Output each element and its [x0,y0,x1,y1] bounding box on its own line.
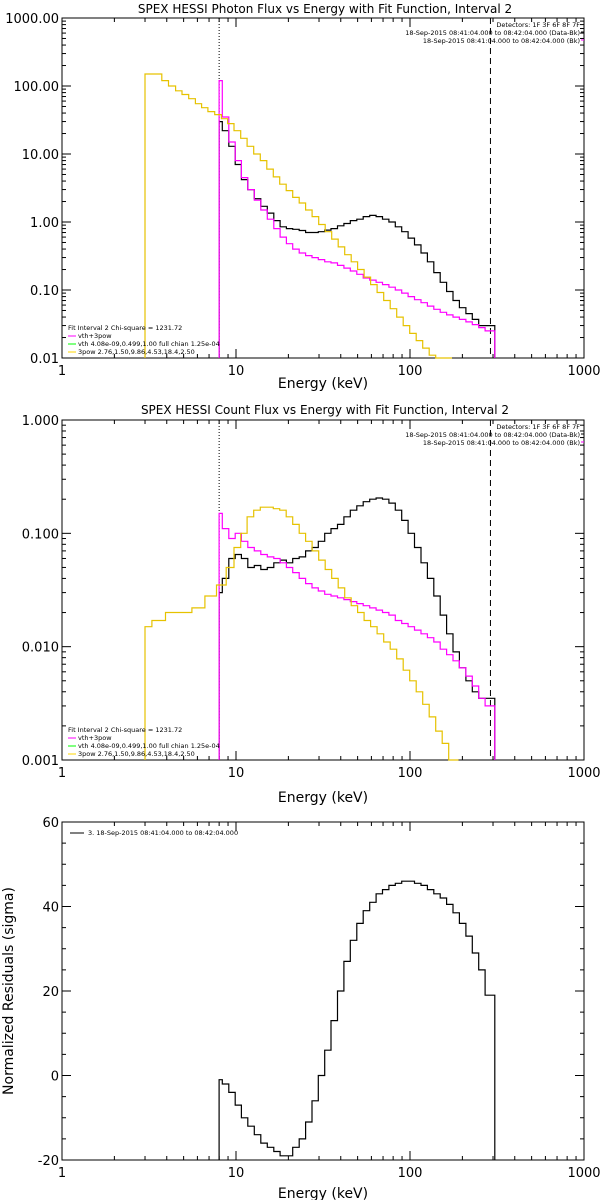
x-tick-label: 1000 [567,364,600,379]
y-tick-label: 0.10 [30,284,59,299]
photon-flux-panel: SPEX HESSI Photon Flux vs Energy with Fi… [5,2,600,392]
info-text-line: 18-Sep-2015 08:41:04.000 to 08:42:04.000… [423,37,580,45]
chart-title: SPEX HESSI Count Flux vs Energy with Fit… [141,403,509,417]
y-tick-label: 60 [42,816,59,831]
y-tick-label: -20 [38,1154,59,1169]
x-tick-label: 1 [58,1166,66,1181]
info-text-line: 18-Sep-2015 08:41:04.000 to 08:42:04.000… [405,431,580,439]
series-line-2 [218,512,496,760]
fit-entry: vth+3pow [78,332,112,340]
fit-entry: 3pow 2.76,1.50,9.86,4.53,18.4,2.50 [78,348,195,356]
info-text-line: 18-Sep-2015 08:41:04.000 to 08:42:04.000… [405,29,580,37]
y-tick-label: 1.00 [30,216,59,231]
plot-frame [61,17,585,359]
y-tick-label: 0.100 [22,527,59,542]
y-tick-label: 20 [42,985,59,1000]
x-tick-label: 10 [228,766,245,781]
x-tick-label: 100 [398,766,423,781]
axis-ticks: 1 10 100 1000 0.01 0.10 1.00 10.00 100.00 1000.00 [5,12,600,379]
reference-lines [218,18,491,358]
fit-legend: Fit Interval 2 Chi-square = 1231.72vth+3… [68,324,220,356]
x-tick-label: 10 [228,1166,245,1181]
y-tick-label: 10.00 [22,148,59,163]
fit-entry: vth 4.08e-09,0.499,1.00 full chian 1.25e… [78,340,220,348]
reference-lines [218,420,491,760]
info-text-line: 18-Sep-2015 08:41:04.000 to 08:42:04.000… [423,439,580,447]
info-text-line: Detectors: 1F 3F 6F 8F 7F [496,21,580,29]
y-tick-label: 0.010 [22,641,59,656]
x-tick-label: 100 [398,1166,423,1181]
series-line-1 [218,497,496,760]
x-tick-label: 1000 [567,1166,600,1181]
series-line-2 [218,80,496,358]
x-axis-label: Energy (keV) [278,1186,368,1200]
x-tick-label: 1000 [567,766,600,781]
x-tick-label: 1 [58,766,66,781]
axis-ticks: 1 10 100 1000 0.001 0.010 0.100 1.000 [22,414,600,781]
y-tick-label: 1000.00 [5,12,59,27]
y-tick-label: 0.01 [30,352,59,367]
fit-entry: vth 4.08e-09,0.499,1.00 full chian 1.25e… [78,742,220,750]
fit-legend: Fit Interval 2 Chi-square = 1231.72vth+3… [68,726,220,758]
data-series [144,497,496,761]
series-line-1 [218,880,496,1160]
info-text-line: Detectors: 1F 3F 6F 8F 7F [496,423,580,431]
x-tick-label: 100 [398,364,423,379]
data-series [144,73,496,359]
x-axis-label: Energy (keV) [278,790,368,806]
residuals-panel: 1 10 100 1000 -20 0 20 40 60 Energy (keV) Normal… [1,816,600,1200]
y-tick-label: 0.001 [22,754,59,769]
axis-ticks: 1 10 100 1000 -20 0 20 40 60 [38,816,600,1181]
y-tick-label: 1.000 [22,414,59,429]
legend-label: 3. 18-Sep-2015 08:41:04.000 to 08:42:04.… [88,829,238,837]
fit-entry: 3pow 2.76,1.50,9.86,4.53,18.4,2.50 [78,750,195,758]
fit-header: Fit Interval 2 Chi-square = 1231.72 [68,324,182,332]
series-line-3 [144,506,459,761]
y-tick-label: 100.00 [14,80,60,95]
plot-frame [61,419,585,761]
chart-title: SPEX HESSI Photon Flux vs Energy with Fi… [138,2,512,16]
series-line-3 [144,73,452,359]
x-tick-label: 10 [228,364,245,379]
x-tick-label: 1 [58,364,66,379]
y-tick-label: 40 [42,901,59,916]
y-axis-label: Normalized Residuals (sigma) [1,887,17,1095]
plot-frame [61,821,585,1161]
x-axis-label: Energy (keV) [278,376,368,392]
fit-entry: vth+3pow [78,734,112,742]
data-series [218,880,496,1160]
count-flux-panel: SPEX HESSI Count Flux vs Energy with Fit… [22,403,600,806]
fit-header: Fit Interval 2 Chi-square = 1231.72 [68,726,182,734]
y-tick-label: 0 [51,1070,59,1085]
